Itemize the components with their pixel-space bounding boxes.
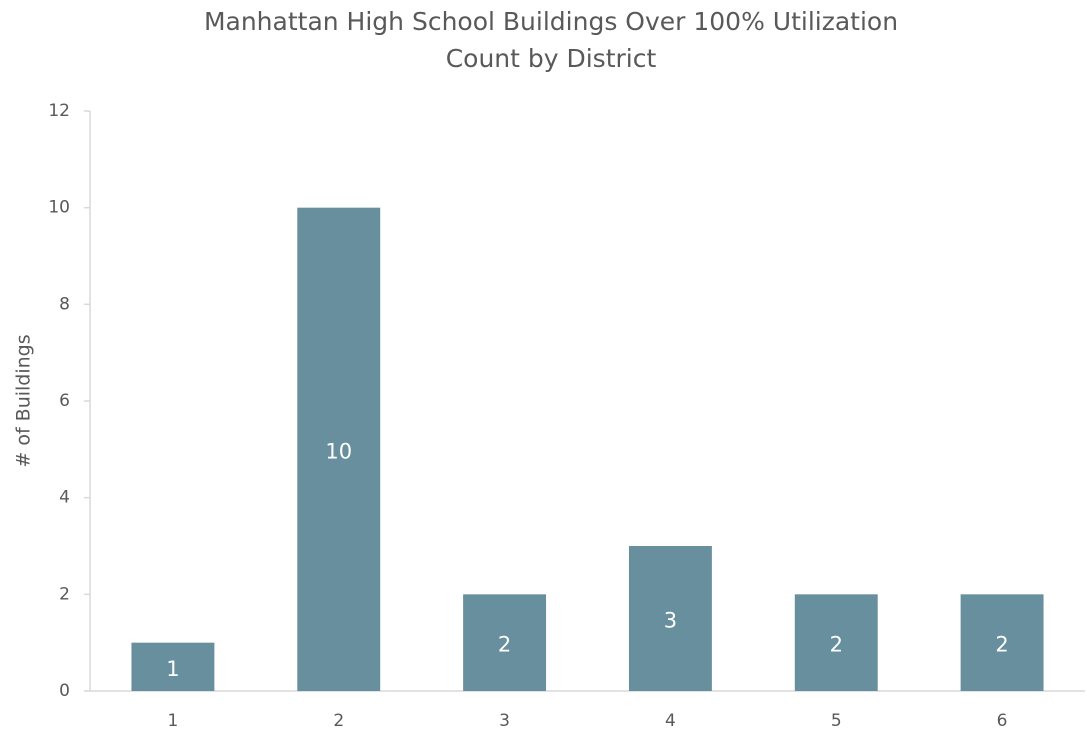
chart-subtitle: Count by District bbox=[446, 44, 657, 73]
data-label: 2 bbox=[830, 633, 843, 657]
data-label: 3 bbox=[664, 609, 677, 633]
y-tick-label: 0 bbox=[59, 681, 70, 701]
x-tick-label: 5 bbox=[831, 711, 842, 731]
data-label: 2 bbox=[995, 633, 1008, 657]
y-tick-label: 4 bbox=[59, 488, 70, 508]
bar bbox=[794, 594, 878, 691]
chart-title: Manhattan High School Buildings Over 100… bbox=[204, 7, 898, 36]
y-tick-label: 8 bbox=[59, 294, 70, 314]
y-tick-label: 10 bbox=[48, 198, 70, 218]
y-tick-label: 2 bbox=[59, 584, 70, 604]
x-tick-label: 6 bbox=[997, 711, 1008, 731]
y-tick-label: 6 bbox=[59, 391, 70, 411]
bar bbox=[463, 594, 547, 691]
x-tick-label: 4 bbox=[665, 711, 676, 731]
y-axis-label: # of Buildings bbox=[13, 334, 35, 467]
bar bbox=[960, 594, 1044, 691]
y-tick-label: 12 bbox=[48, 101, 70, 121]
bar bbox=[297, 207, 381, 691]
bar bbox=[628, 546, 712, 691]
data-label: 2 bbox=[498, 633, 511, 657]
x-tick-label: 3 bbox=[499, 711, 510, 731]
data-label: 10 bbox=[325, 439, 352, 463]
x-tick-label: 1 bbox=[168, 711, 179, 731]
bar bbox=[131, 642, 215, 691]
data-label: 1 bbox=[166, 657, 179, 681]
x-tick-label: 2 bbox=[333, 711, 344, 731]
